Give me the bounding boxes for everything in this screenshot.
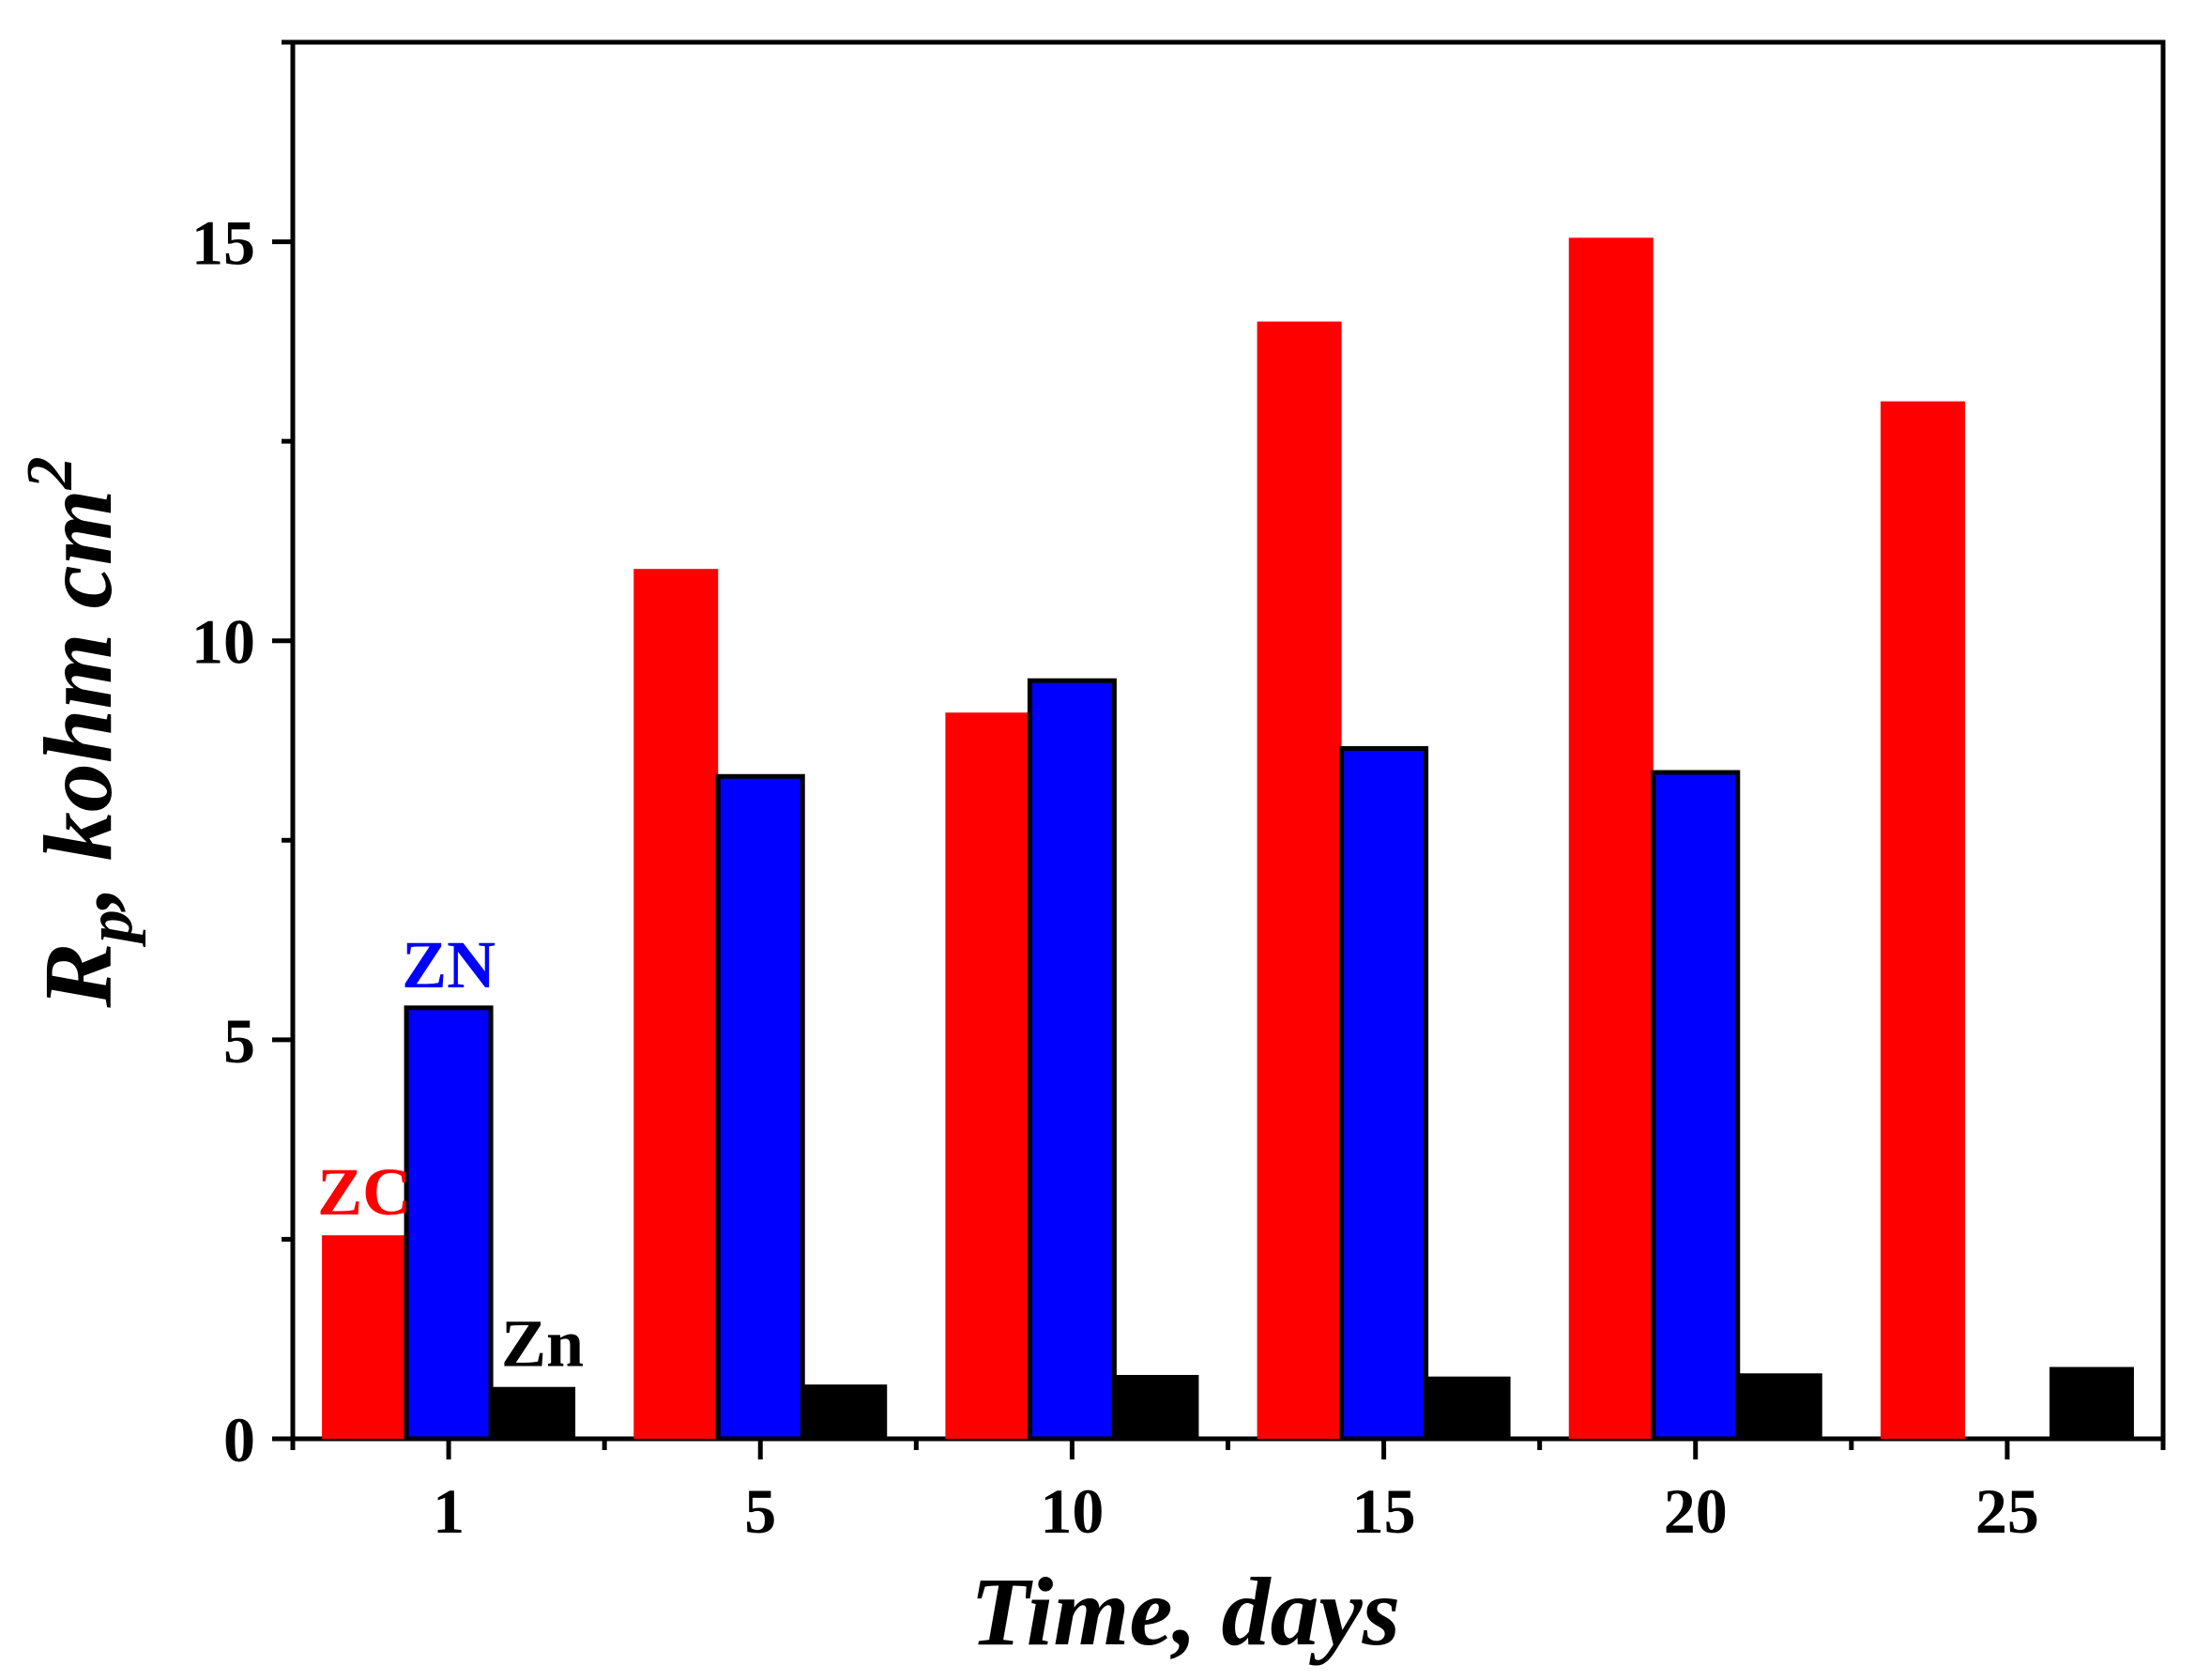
bar-zc: [1880, 401, 1965, 1440]
bar-zc: [633, 569, 719, 1439]
x-axis-title: Time, days: [970, 1558, 1400, 1666]
bar-zc: [1257, 321, 1342, 1440]
x-tick-label: 10: [1040, 1475, 1104, 1547]
y-tick-label: 10: [191, 606, 255, 678]
y-axis-title-subscript: p: [74, 909, 146, 947]
bar-zn: [1114, 1374, 1199, 1439]
series-label-zn: ZN: [402, 927, 495, 1002]
x-tick-label: 15: [1352, 1475, 1416, 1547]
bar-zn: [1027, 678, 1117, 1442]
bar-zn: [491, 1386, 576, 1439]
bar-zn: [715, 773, 805, 1442]
bar-zc: [945, 712, 1030, 1439]
y-tick-label: 15: [191, 207, 255, 279]
bar-zn: [404, 1005, 494, 1442]
bar-zn: [1425, 1376, 1511, 1439]
bar-zn: [2049, 1367, 2134, 1439]
y-tick-label: 5: [223, 1005, 255, 1077]
bars-group: [322, 237, 2134, 1442]
x-tick-label: 1: [433, 1475, 465, 1547]
bar-zn: [1339, 746, 1429, 1442]
bar-zc: [322, 1235, 407, 1439]
x-axis: 1 5 10 15 20 25: [290, 1439, 2166, 1547]
y-tick-label: 0: [223, 1404, 255, 1475]
y-axis-title-main: R: [24, 942, 132, 1008]
x-tick-label: 20: [1664, 1475, 1728, 1547]
y-axis-title: Rp, kohm cm2: [14, 456, 146, 1008]
series-label-zn: Zn: [501, 1306, 584, 1382]
x-tick-label: 5: [744, 1475, 776, 1547]
bar-zn: [802, 1384, 888, 1439]
series-labels: ZC ZN Zn: [317, 927, 584, 1382]
series-label-zc: ZC: [317, 1154, 411, 1229]
bar-zn: [1651, 770, 1741, 1442]
y-axis-title-superscript: 2: [14, 456, 86, 490]
x-tick-label: 25: [1975, 1475, 2039, 1547]
bar-zc: [1568, 237, 1654, 1439]
bar-zn: [1737, 1373, 1822, 1439]
y-axis-title-rest: , kohm cm: [24, 489, 132, 912]
y-axis: 0 5 10 15: [191, 39, 293, 1475]
